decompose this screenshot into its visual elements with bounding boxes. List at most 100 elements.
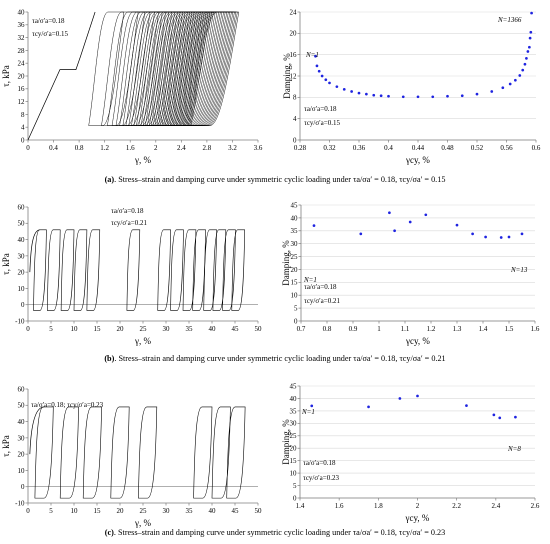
- data-point: [367, 405, 370, 409]
- x-tick-label: 1.6: [531, 325, 540, 333]
- chart-annotation: τcy/σ′a=0.15: [304, 119, 340, 127]
- data-point: [310, 404, 314, 408]
- data-point: [446, 94, 449, 98]
- chart-annotation: N=13: [510, 266, 528, 274]
- x-tick-label: 1.5: [505, 325, 514, 333]
- hysteresis-loop: [60, 229, 75, 311]
- y-axis-label: τ, kPa: [1, 435, 11, 457]
- y-tick-label: 50: [18, 220, 26, 228]
- y-tick-label: 8: [21, 111, 25, 119]
- data-point: [507, 235, 511, 239]
- x-tick-label: 50: [255, 507, 263, 515]
- y-tick-label: 60: [18, 385, 26, 393]
- chart-annotation: τa/σ′a=0.18: [111, 207, 144, 215]
- initial-loading-curve: [29, 406, 45, 455]
- chart-annotation: τcy/σ′a=0.23: [303, 474, 339, 482]
- y-tick-label: 5: [294, 305, 298, 313]
- x-tick-label: 0.44: [412, 144, 425, 152]
- x-tick-label: 2: [416, 502, 420, 510]
- y-axis-label: Damping, %: [282, 53, 292, 99]
- x-tick-label: 5: [49, 507, 53, 515]
- data-point: [416, 394, 419, 398]
- x-tick-label: 0.4: [49, 144, 58, 152]
- y-tick-label: 35: [291, 227, 299, 235]
- y-tick-label: 20: [18, 269, 26, 277]
- y-tick-label: 30: [18, 434, 26, 442]
- y-tick-label: 4: [293, 115, 297, 123]
- data-point: [492, 413, 496, 417]
- data-point: [393, 229, 396, 233]
- data-point: [416, 95, 420, 99]
- hysteresis-loop: [33, 229, 47, 311]
- x-tick-label: 25: [140, 325, 148, 333]
- data-point: [357, 91, 361, 95]
- x-tick-label: 15: [94, 325, 102, 333]
- x-tick-label: 1.3: [453, 325, 462, 333]
- chart-annotation: τcy/σ′a=0.21: [304, 297, 340, 305]
- hysteresis-loop: [82, 406, 102, 499]
- y-tick-label: 0: [21, 136, 25, 144]
- x-tick-label: 0.8: [75, 144, 84, 152]
- y-tick-label: 0: [293, 494, 297, 502]
- x-tick-label: 10: [71, 507, 79, 515]
- hysteresis-loop: [157, 229, 171, 311]
- chart-annotation: τcy/σ′a=0.21: [111, 219, 147, 227]
- y-tick-label: 0: [294, 317, 298, 325]
- y-tick-label: 24: [290, 8, 298, 16]
- x-tick-label: 0: [26, 144, 30, 152]
- y-tick-label: 24: [18, 60, 26, 68]
- x-tick-label: 0.56: [500, 144, 513, 152]
- data-point: [501, 86, 505, 90]
- data-point: [320, 74, 324, 78]
- data-point: [424, 213, 428, 217]
- y-tick-label: 25: [291, 253, 299, 261]
- x-axis-label: γ, %: [134, 518, 151, 528]
- data-point: [526, 50, 530, 53]
- x-tick-label: 1.8: [374, 502, 383, 510]
- x-tick-label: 35: [186, 325, 194, 333]
- y-tick-label: 60: [18, 203, 26, 211]
- data-point: [490, 90, 494, 93]
- x-tick-label: 0: [26, 325, 30, 333]
- y-tick-label: 10: [18, 285, 26, 293]
- data-point: [523, 62, 527, 66]
- x-tick-label: 30: [163, 325, 171, 333]
- y-axis-label: Damping, %: [281, 240, 291, 286]
- y-axis-label: τ, kPa: [1, 65, 11, 87]
- x-tick-label: 2.4: [177, 144, 186, 152]
- data-point: [514, 78, 517, 82]
- data-point: [465, 404, 468, 408]
- data-point: [518, 74, 522, 77]
- hysteresis-loop: [47, 229, 61, 311]
- y-axis-label: τ, kPa: [1, 253, 11, 275]
- y-tick-label: 45: [290, 382, 298, 390]
- x-tick-label: 3.2: [228, 144, 237, 152]
- x-tick-label: 0.4: [384, 144, 393, 152]
- chart-annotation: τa/σ′a=0.18: [304, 283, 337, 291]
- data-point: [317, 69, 321, 73]
- y-tick-label: 40: [18, 418, 26, 426]
- y-tick-label: 15: [291, 279, 299, 287]
- x-tick-label: 1.2: [427, 325, 436, 333]
- hysteresis-loop: [231, 229, 245, 311]
- y-tick-label: 30: [291, 240, 299, 248]
- x-tick-label: 3.6: [254, 144, 263, 152]
- chart-annotation: N=1366: [497, 16, 522, 24]
- x-tick-label: 1: [377, 325, 381, 333]
- x-tick-label: 0.32: [323, 144, 336, 152]
- hysteresis-loop: [128, 11, 170, 126]
- data-point: [387, 94, 390, 98]
- data-point: [398, 397, 402, 400]
- y-tick-label: 40: [290, 395, 298, 403]
- data-point: [315, 64, 319, 68]
- hysteresis-loop: [86, 229, 101, 311]
- data-point: [455, 223, 459, 227]
- hysteresis-loop: [212, 229, 227, 311]
- data-point: [475, 92, 479, 96]
- hysteresis-loop: [226, 406, 246, 499]
- x-tick-label: 1.6: [335, 502, 344, 510]
- data-point: [484, 235, 487, 239]
- x-axis-label: γ, %: [134, 336, 151, 346]
